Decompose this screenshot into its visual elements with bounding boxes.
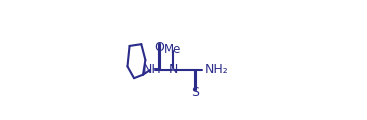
Text: N: N	[168, 63, 178, 76]
Text: S: S	[191, 86, 199, 99]
Text: O: O	[155, 41, 164, 54]
Text: Me: Me	[164, 43, 182, 56]
Text: NH₂: NH₂	[205, 63, 229, 76]
Text: NH: NH	[142, 63, 161, 76]
